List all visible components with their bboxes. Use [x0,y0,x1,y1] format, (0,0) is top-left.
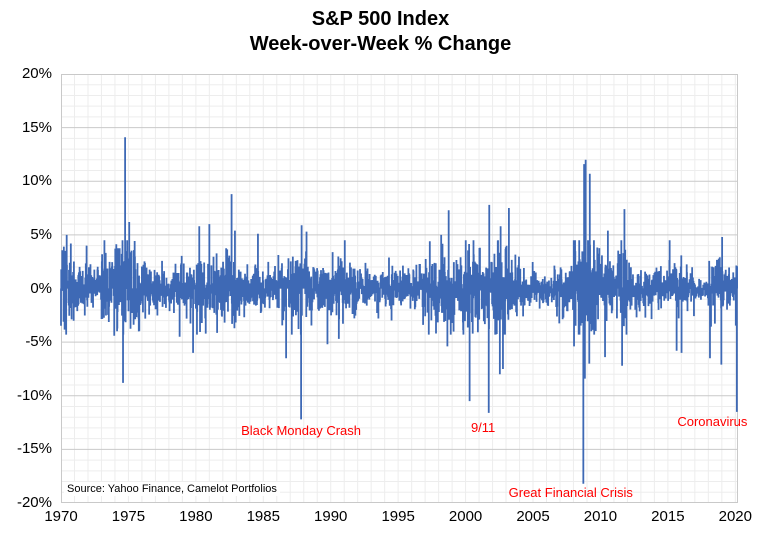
chart-title: S&P 500 Index Week-over-Week % Change [0,7,761,57]
source-note: Source: Yahoo Finance, Camelot Portfolio… [64,482,280,496]
annotation-coronavirus: Coronavirus [677,414,748,430]
y-tick-label: 15% [21,118,52,136]
x-tick-label: 2010 [583,508,618,525]
x-tick-label: 2005 [516,508,550,525]
y-tick-label: 20% [21,65,52,82]
plot-area: Source: Yahoo Finance, Camelot Portfolio… [60,74,739,503]
y-tick-label: -10% [16,386,52,404]
annotation-9-11: 9/11 [470,419,496,435]
annotation-black-monday-crash: Black Monday Crash [241,422,362,438]
title-line-2: Week-over-Week % Change [249,33,512,55]
weekly-change-bars [60,137,739,484]
y-tick-label: -5% [25,333,52,351]
y-tick-label: -15% [16,440,52,458]
x-tick-label: 1985 [246,508,280,525]
x-tick-label: 1970 [44,508,78,525]
title-line-1: S&P 500 Index [311,8,450,30]
y-tick-label: 0% [30,279,52,297]
x-tick-label: 1980 [179,508,213,525]
y-tick-label: 5% [30,225,52,243]
x-tick-label: 1975 [111,508,146,525]
x-tick-label: 1995 [381,508,415,525]
x-tick-label: 2000 [448,508,483,525]
y-tick-label: 10% [21,172,52,190]
x-tick-label: 1990 [314,508,348,525]
annotation-great-financial-crisis: Great Financial Crisis [508,485,633,501]
x-tick-label: 2020 [718,508,752,525]
x-tick-label: 2015 [651,508,685,525]
y-tick-label: -20% [16,494,52,511]
